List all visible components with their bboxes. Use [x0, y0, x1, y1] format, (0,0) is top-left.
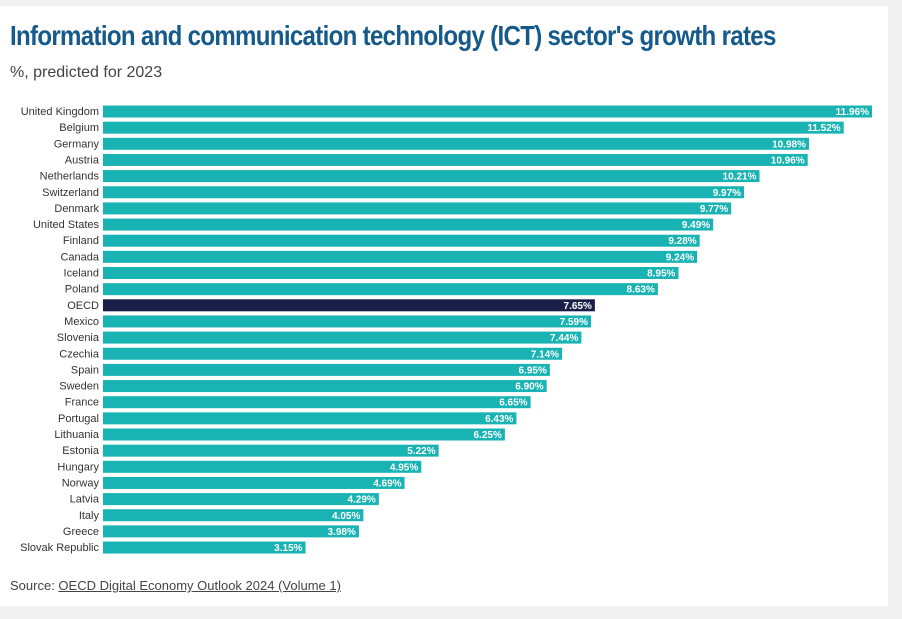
category-label-poland: Poland: [65, 284, 99, 296]
value-label-estonia: 5.22%: [407, 446, 435, 457]
category-label-norway: Norway: [62, 477, 100, 489]
value-label-slovenia: 7.44%: [550, 333, 578, 344]
bar-italy[interactable]: [103, 509, 364, 522]
value-label-latvia: 4.29%: [347, 495, 375, 506]
category-label-estonia: Estonia: [62, 445, 100, 457]
value-label-sweden: 6.90%: [515, 382, 543, 393]
source-line: Source: OECD Digital Economy Outlook 202…: [10, 578, 341, 593]
category-label-sweden: Sweden: [59, 381, 99, 393]
category-label-finland: Finland: [63, 235, 99, 247]
bar-united-kingdom[interactable]: [103, 105, 872, 118]
bar-austria[interactable]: [103, 153, 808, 166]
bar-latvia[interactable]: [103, 493, 379, 506]
value-label-portugal: 6.43%: [485, 414, 513, 425]
bar-mexico[interactable]: [103, 315, 592, 328]
value-label-united-kingdom: 11.96%: [836, 107, 869, 118]
category-label-czechia: Czechia: [59, 348, 100, 360]
category-label-austria: Austria: [65, 154, 100, 166]
category-label-hungary: Hungary: [57, 461, 99, 473]
bar-oecd[interactable]: [103, 299, 595, 312]
category-label-latvia: Latvia: [70, 494, 100, 506]
category-label-portugal: Portugal: [58, 413, 99, 425]
bar-united-states[interactable]: [103, 218, 714, 231]
bar-czechia[interactable]: [103, 347, 563, 360]
category-label-spain: Spain: [71, 364, 99, 376]
category-label-greece: Greece: [63, 526, 99, 538]
bar-switzerland[interactable]: [103, 186, 745, 199]
chart-subtitle: %, predicted for 2023: [10, 64, 163, 81]
category-label-france: France: [65, 397, 99, 409]
category-label-united-states: United States: [33, 219, 100, 231]
value-label-iceland: 8.95%: [647, 269, 675, 280]
category-label-belgium: Belgium: [59, 122, 99, 134]
bar-poland[interactable]: [103, 283, 658, 296]
category-label-iceland: Iceland: [64, 268, 99, 280]
bar-greece[interactable]: [103, 525, 359, 538]
value-label-belgium: 11.52%: [807, 123, 840, 134]
category-label-oecd: OECD: [67, 300, 99, 312]
value-label-hungary: 4.95%: [390, 462, 418, 473]
chart-title: Information and communication technology…: [10, 20, 776, 51]
bar-norway[interactable]: [103, 476, 405, 489]
value-label-oecd: 7.65%: [564, 301, 592, 312]
value-label-spain: 6.95%: [519, 365, 547, 376]
value-label-mexico: 7.59%: [560, 317, 588, 328]
bar-portugal[interactable]: [103, 412, 517, 425]
category-label-netherlands: Netherlands: [40, 171, 100, 183]
category-label-mexico: Mexico: [64, 316, 99, 328]
bar-france[interactable]: [103, 396, 531, 409]
value-label-greece: 3.98%: [328, 527, 356, 538]
value-label-czechia: 7.14%: [531, 349, 559, 360]
bar-sweden[interactable]: [103, 380, 547, 393]
value-label-canada: 9.24%: [666, 252, 694, 263]
category-label-denmark: Denmark: [54, 203, 99, 215]
bar-hungary[interactable]: [103, 460, 422, 473]
value-label-italy: 4.05%: [332, 511, 360, 522]
category-label-united-kingdom: United Kingdom: [21, 106, 99, 118]
category-label-canada: Canada: [60, 251, 99, 263]
value-label-france: 6.65%: [499, 398, 527, 409]
bar-belgium[interactable]: [103, 121, 844, 134]
category-label-switzerland: Switzerland: [42, 187, 99, 199]
value-label-germany: 10.98%: [772, 139, 806, 150]
value-label-poland: 8.63%: [627, 285, 655, 296]
bar-finland[interactable]: [103, 234, 700, 247]
category-label-slovenia: Slovenia: [57, 332, 100, 344]
bar-iceland[interactable]: [103, 267, 679, 279]
value-label-lithuania: 6.25%: [474, 430, 502, 441]
bar-slovak-republic[interactable]: [103, 541, 306, 554]
category-label-slovak-republic: Slovak Republic: [20, 542, 99, 554]
value-label-austria: 10.96%: [771, 155, 805, 166]
category-label-lithuania: Lithuania: [54, 429, 100, 441]
value-label-norway: 4.69%: [373, 478, 401, 489]
source-prefix: Source:: [10, 578, 59, 593]
bar-germany[interactable]: [103, 137, 809, 150]
bar-canada[interactable]: [103, 250, 698, 263]
value-label-netherlands: 10.21%: [723, 172, 757, 183]
value-label-slovak-republic: 3.15%: [274, 543, 302, 554]
value-label-united-states: 9.49%: [682, 220, 710, 231]
bar-estonia[interactable]: [103, 444, 439, 457]
bar-denmark[interactable]: [103, 202, 732, 215]
category-label-italy: Italy: [79, 510, 100, 522]
value-label-denmark: 9.77%: [700, 204, 728, 215]
bar-spain[interactable]: [103, 363, 550, 376]
bar-netherlands[interactable]: [103, 170, 760, 183]
bar-lithuania[interactable]: [103, 428, 505, 441]
value-label-switzerland: 9.97%: [713, 188, 741, 199]
value-label-finland: 9.28%: [668, 236, 696, 247]
bar-slovenia[interactable]: [103, 331, 582, 344]
source-link[interactable]: OECD Digital Economy Outlook 2024 (Volum…: [58, 578, 341, 593]
category-label-germany: Germany: [54, 138, 100, 150]
